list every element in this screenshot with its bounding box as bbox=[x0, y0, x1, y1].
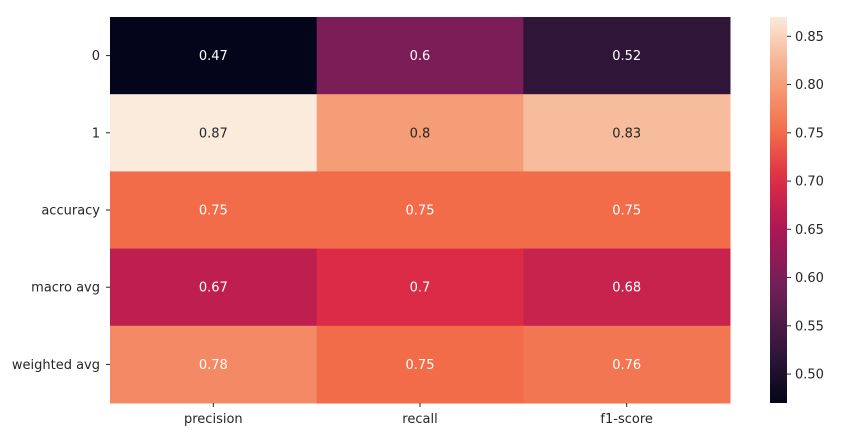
heatmap-cells bbox=[110, 17, 731, 404]
heatmap-cell bbox=[523, 94, 731, 172]
y-tick-label: 1 bbox=[92, 126, 100, 141]
heatmap-cell bbox=[110, 94, 318, 172]
colorbar-tick-label: 0.75 bbox=[795, 126, 824, 141]
colorbar-tick-label: 0.85 bbox=[795, 30, 824, 45]
heatmap-cell bbox=[316, 325, 524, 404]
heatmap-cell bbox=[110, 248, 318, 327]
colorbar-ticks: 0.50 0.55 0.60 0.65 0.70 0.75 0.80 0.85 bbox=[787, 30, 824, 383]
cell-value-label: 0.87 bbox=[199, 126, 228, 141]
colorbar-tick-label: 0.50 bbox=[795, 368, 824, 383]
cell-value-label: 0.47 bbox=[199, 49, 228, 64]
cell-value-label: 0.68 bbox=[612, 281, 641, 296]
heatmap-cell bbox=[110, 17, 318, 95]
heatmap-cell bbox=[110, 325, 318, 404]
cell-value-label: 0.52 bbox=[612, 49, 641, 64]
cell-value-label: 0.7 bbox=[410, 281, 431, 296]
heatmap-cell bbox=[316, 17, 524, 95]
heatmap-cell bbox=[523, 171, 731, 250]
colorbar-tick-label: 0.70 bbox=[795, 175, 824, 190]
y-tick-label: 0 bbox=[92, 49, 100, 64]
cell-value-label: 0.75 bbox=[406, 204, 435, 219]
colorbar-bar bbox=[770, 17, 787, 403]
colorbar-tick-label: 0.60 bbox=[795, 271, 824, 286]
colorbar-tick-label: 0.65 bbox=[795, 223, 824, 238]
cell-value-label: 0.67 bbox=[199, 281, 228, 296]
cell-value-label: 0.75 bbox=[199, 204, 228, 219]
heatmap-cell bbox=[110, 171, 318, 250]
colorbar-tick-label: 0.80 bbox=[795, 78, 824, 93]
cell-value-label: 0.6 bbox=[410, 49, 431, 64]
heatmap-cell bbox=[523, 248, 731, 327]
heatmap-cell bbox=[523, 325, 731, 404]
x-tick-label: f1-score bbox=[600, 412, 652, 427]
x-axis: precision recall f1-score bbox=[184, 403, 653, 427]
y-axis: 0 1 accuracy macro avg weighted avg bbox=[12, 49, 110, 373]
cell-value-label: 0.75 bbox=[406, 358, 435, 373]
x-tick-label: precision bbox=[184, 412, 243, 427]
cell-value-label: 0.8 bbox=[410, 126, 431, 141]
cell-value-label: 0.75 bbox=[612, 204, 641, 219]
heatmap-cell bbox=[523, 17, 731, 95]
heatmap-cell-labels: 0.47 0.6 0.52 0.87 0.8 0.83 0.75 0.75 0.75 0.67 0.… bbox=[199, 49, 641, 373]
y-tick-label: macro avg bbox=[31, 281, 100, 296]
heatmap-cell bbox=[316, 94, 524, 172]
colorbar-tick-label: 0.55 bbox=[795, 319, 824, 334]
cell-value-label: 0.76 bbox=[612, 358, 641, 373]
cell-value-label: 0.83 bbox=[612, 126, 641, 141]
heatmap-cell bbox=[316, 171, 524, 250]
y-tick-label: weighted avg bbox=[12, 358, 100, 373]
x-tick-label: recall bbox=[402, 412, 437, 427]
y-tick-label: accuracy bbox=[41, 204, 100, 219]
heatmap-cell bbox=[316, 248, 524, 327]
colorbar: 0.50 0.55 0.60 0.65 0.70 0.75 0.80 0.85 bbox=[770, 17, 824, 403]
cell-value-label: 0.78 bbox=[199, 358, 228, 373]
